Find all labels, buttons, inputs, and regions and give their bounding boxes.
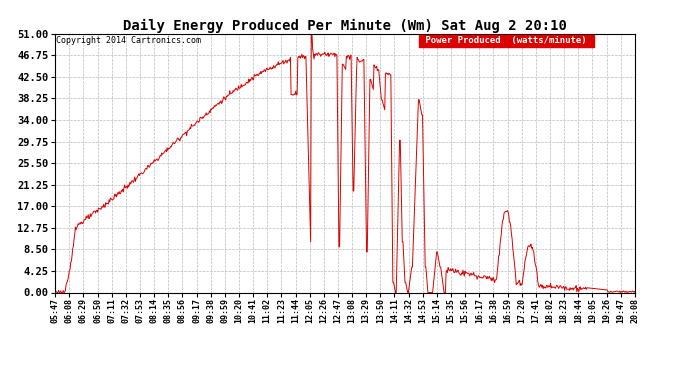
- Text: Copyright 2014 Cartronics.com: Copyright 2014 Cartronics.com: [57, 36, 201, 45]
- Text: Power Produced  (watts/minute): Power Produced (watts/minute): [420, 36, 592, 45]
- Title: Daily Energy Produced Per Minute (Wm) Sat Aug 2 20:10: Daily Energy Produced Per Minute (Wm) Sa…: [123, 18, 567, 33]
